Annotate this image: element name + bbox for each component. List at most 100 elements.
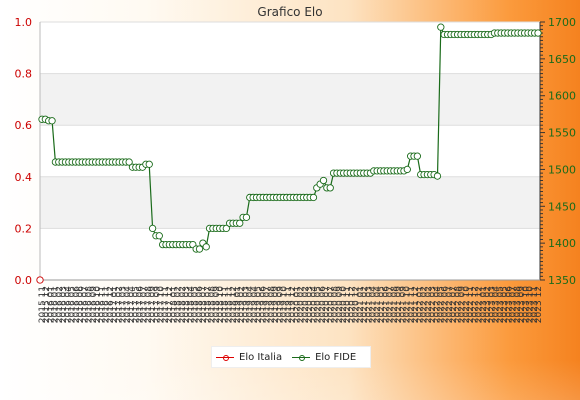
x-tick-label: 2017 06	[136, 286, 146, 323]
x-tick-label: 2019 04	[250, 286, 260, 323]
x-tick-label: 2018 08	[208, 286, 218, 323]
x-tick-label: 2022 04	[432, 286, 442, 323]
data-point-elo-fide[interactable]	[403, 165, 411, 174]
x-tick-label: 2020 08	[331, 286, 341, 323]
left-tick-label: 0.4	[15, 171, 33, 184]
x-tick-label: 2018 11	[220, 286, 230, 323]
x-tick-label: 2016 09	[89, 286, 99, 323]
data-point-elo-fide[interactable]	[309, 193, 318, 202]
x-tick-label: 2022 12	[475, 286, 485, 323]
x-tick-label: 2016 12	[106, 286, 116, 323]
legend-label-elo-fide: Elo FIDE	[315, 351, 357, 363]
x-tick-label: 2020 02	[301, 286, 311, 323]
x-tick-label: 2023 09	[517, 286, 527, 323]
x-tick-label: 2020 11	[343, 286, 353, 323]
x-tick-label: 2022 02	[420, 286, 430, 323]
x-tick-label: 2021 09	[394, 286, 404, 323]
x-tick-label: 2021 08	[390, 286, 400, 323]
x-tick-label: 2020 09	[335, 286, 345, 323]
x-tick-label: 2020 07	[326, 286, 336, 323]
x-tick-label: 2017 01	[110, 286, 120, 323]
x-tick-label: 2018 07	[199, 286, 209, 323]
x-tick-label: 2016 05	[68, 286, 78, 323]
x-tick-label: 2021 10	[403, 286, 413, 323]
x-tick-label: 2017 08	[144, 286, 154, 323]
data-point-elo-fide[interactable]	[145, 160, 153, 168]
x-tick-label: 2023 06	[504, 286, 514, 323]
data-point-elo-fide[interactable]	[222, 224, 230, 233]
right-tick-label: 1450	[548, 200, 576, 213]
data-point-elo-fide[interactable]	[534, 29, 542, 37]
x-tick-label: 2017 09	[148, 286, 158, 323]
x-tick-label: 2016 06	[76, 286, 86, 323]
x-tick-label: 2019 09	[275, 286, 285, 323]
x-tick-label: 2017 04	[123, 286, 133, 323]
x-tick-label: 2022 11	[466, 286, 476, 323]
x-tick-label: 2016 08	[85, 286, 95, 323]
x-tick-label: 2023 11	[530, 286, 540, 323]
x-tick-label: 2019 08	[267, 286, 277, 323]
x-tick-label: 2016 10	[93, 286, 103, 323]
legend-marker-elo-fide	[292, 351, 311, 363]
plot-band	[40, 125, 540, 177]
x-tick-label: 2023 05	[496, 286, 506, 323]
data-point-elo-fide[interactable]	[437, 23, 445, 31]
legend: Elo Italia Elo FIDE	[211, 346, 371, 368]
x-tick-label: 2017 02	[114, 286, 124, 323]
x-tick-label: 2022 05	[436, 286, 446, 323]
x-tick-label: 2023 01	[479, 286, 489, 323]
x-tick-label: 2019 07	[263, 286, 273, 323]
left-tick-label: 0.8	[15, 68, 33, 81]
x-tick-label: 2018 07	[203, 286, 213, 323]
x-tick-label: 2022 01	[415, 286, 425, 323]
x-tick-label: 2023 02	[483, 286, 493, 323]
right-tick-label: 1400	[548, 237, 576, 250]
x-tick-label: 2017 07	[140, 286, 150, 323]
x-tick-label: 2017 10	[157, 286, 167, 323]
x-tick-label: 2019 01	[233, 286, 243, 323]
right-tick-label: 1600	[548, 90, 576, 103]
x-tick-label: 2023 03	[487, 286, 497, 323]
x-tick-label: 2023 10	[526, 286, 536, 323]
data-point-elo-fide[interactable]	[326, 184, 334, 192]
x-tick-label: 2021 11	[407, 286, 417, 323]
data-point-elo-fide[interactable]	[155, 232, 163, 240]
x-tick-label: 2018 01	[169, 286, 179, 323]
x-tick-label: 2021 06	[381, 286, 391, 323]
x-tick-label: 2018 02	[178, 286, 188, 323]
data-point-elo-fide[interactable]	[413, 152, 422, 160]
x-tick-label: 2023 04	[492, 286, 502, 323]
data-point-elo-fide[interactable]	[433, 172, 442, 180]
x-tick-label: 2019 09	[271, 286, 281, 323]
x-tick-label: 2018 04	[186, 286, 196, 323]
x-tick-label: 2019 04	[246, 286, 256, 323]
legend-item-elo-fide[interactable]: Elo FIDE	[292, 351, 356, 363]
data-point-elo-fide[interactable]	[242, 213, 251, 221]
plot-band	[40, 176, 540, 229]
data-point-elo-italia[interactable]	[36, 276, 44, 284]
data-point-elo-fide[interactable]	[236, 219, 244, 227]
data-point-elo-fide[interactable]	[195, 245, 204, 253]
x-tick-label: 2020 07	[322, 286, 332, 323]
x-tick-label: 2020 10	[339, 286, 349, 323]
x-tick-label: 2021 01	[356, 286, 366, 323]
x-tick-label: 2022 07	[449, 286, 459, 323]
x-tick-label: 2019 12	[288, 286, 298, 323]
x-tick-label: 2015 12	[42, 286, 52, 323]
data-point-elo-fide[interactable]	[319, 176, 328, 185]
x-tick-label: 2022 07	[445, 286, 455, 323]
data-point-elo-fide[interactable]	[202, 243, 210, 251]
x-tick-label: 2023 08	[513, 286, 523, 323]
data-point-elo-fide[interactable]	[48, 117, 56, 125]
right-tick-label: 1500	[548, 163, 576, 176]
x-tick-label: 2022 08	[453, 286, 463, 323]
right-tick-label: 1650	[548, 53, 576, 66]
x-tick-label: 2023 05	[500, 286, 510, 323]
data-point-elo-fide[interactable]	[148, 224, 157, 233]
legend-item-elo-italia[interactable]: Elo Italia	[216, 351, 282, 363]
data-point-elo-fide[interactable]	[125, 158, 133, 166]
x-tick-label: 2020 03	[305, 286, 315, 323]
x-tick-label: 2021 02	[360, 286, 370, 323]
x-tick-label: 2018 11	[225, 286, 235, 323]
x-tick-label: 2016 11	[97, 286, 107, 323]
